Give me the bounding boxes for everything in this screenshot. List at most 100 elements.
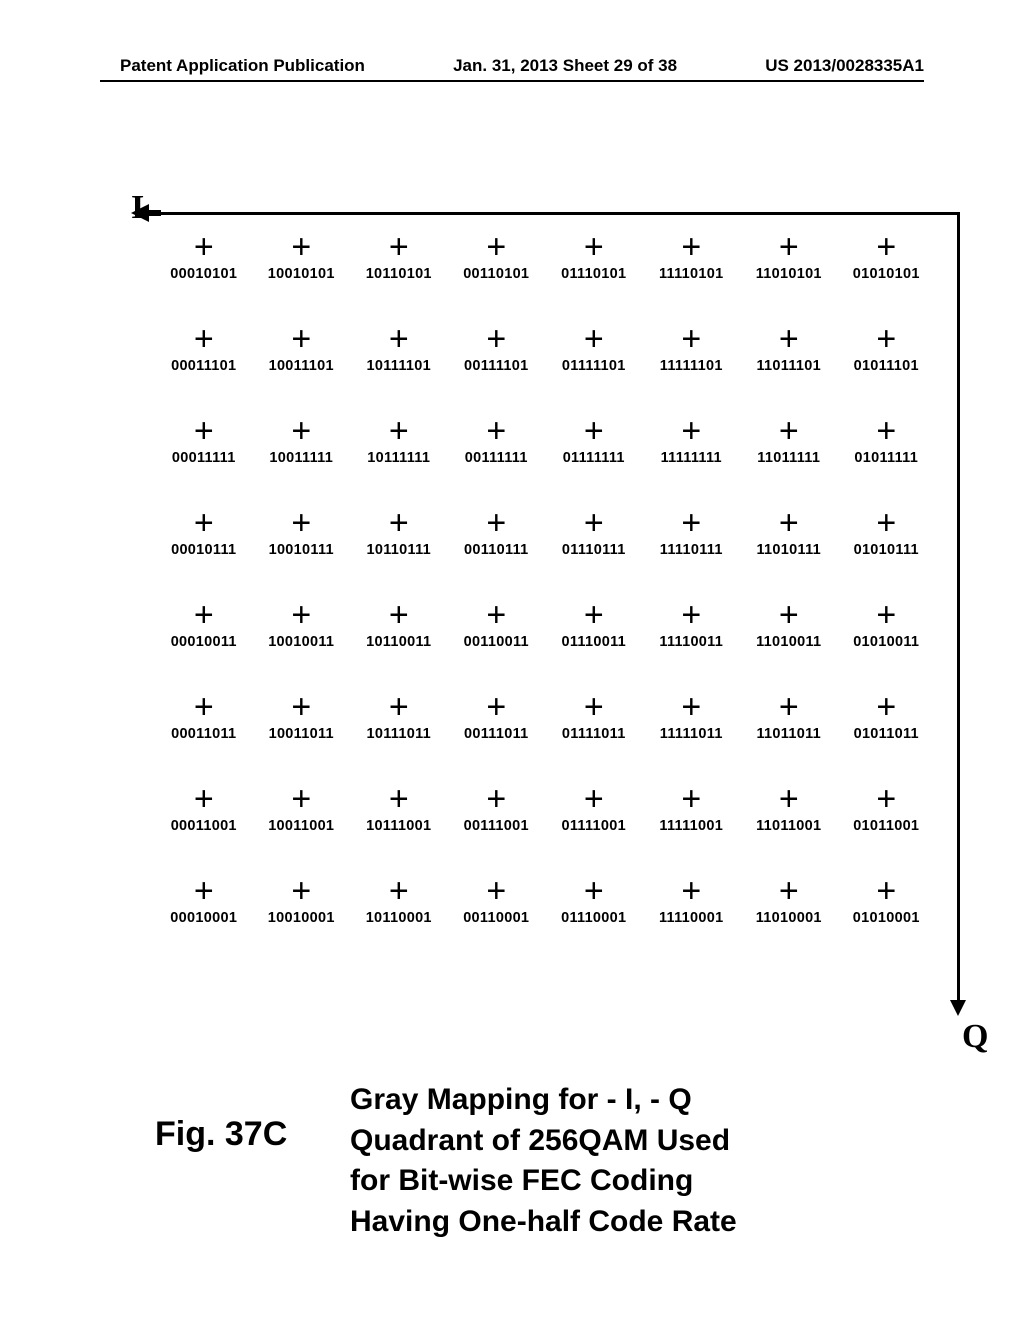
constellation-code: 01011011 [838, 726, 936, 742]
constellation-code: 01110101 [545, 266, 643, 282]
constellation-code: 11111001 [643, 818, 741, 834]
plus-marker-icon: + [545, 782, 643, 816]
constellation-code: 11111101 [643, 358, 741, 374]
constellation-code: 00010111 [155, 542, 253, 558]
constellation-code: 00110011 [448, 634, 546, 650]
plus-marker-icon: + [545, 230, 643, 264]
constellation-code: 11111111 [643, 450, 741, 466]
plus-marker-icon: + [643, 230, 741, 264]
table-row: +00011101+10011101+10111101+00111101+011… [155, 322, 935, 414]
table-row: +00010011+10010011+10110011+00110011+011… [155, 598, 935, 690]
constellation-code: 00111011 [448, 726, 546, 742]
constellation-point: +01111111 [545, 414, 643, 506]
plus-marker-icon: + [448, 782, 546, 816]
plus-marker-icon: + [545, 322, 643, 356]
constellation-point: +00011101 [155, 322, 253, 414]
constellation-point: +11010011 [740, 598, 838, 690]
constellation-point: +01011011 [838, 690, 936, 782]
constellation-point: +11111111 [643, 414, 741, 506]
constellation-code: 01011111 [838, 450, 936, 466]
plus-marker-icon: + [545, 414, 643, 448]
constellation-point: +10010111 [253, 506, 351, 598]
constellation-point: +11011011 [740, 690, 838, 782]
plus-marker-icon: + [155, 598, 253, 632]
constellation-point: +10011001 [253, 782, 351, 874]
constellation-code: 11010111 [740, 542, 838, 558]
constellation-code: 10110111 [350, 542, 448, 558]
constellation-code: 00110101 [448, 266, 546, 282]
constellation-code: 01010101 [838, 266, 936, 282]
header-rule [100, 80, 924, 82]
constellation-point: +01110101 [545, 230, 643, 322]
constellation-point: +00010101 [155, 230, 253, 322]
frame-top-line [160, 212, 960, 215]
frame-right-line [957, 212, 960, 1002]
constellation-code: 00010001 [155, 910, 253, 926]
constellation-point: +00110001 [448, 874, 546, 966]
constellation-point: +11011001 [740, 782, 838, 874]
constellation-code: 11110111 [643, 542, 741, 558]
constellation-point: +11110011 [643, 598, 741, 690]
plus-marker-icon: + [155, 230, 253, 264]
constellation-code: 10110011 [350, 634, 448, 650]
table-row: +00010001+10010001+10110001+00110001+011… [155, 874, 935, 966]
plus-marker-icon: + [545, 874, 643, 908]
constellation-point: +11010001 [740, 874, 838, 966]
constellation-point: +00111111 [448, 414, 546, 506]
plus-marker-icon: + [448, 322, 546, 356]
plus-marker-icon: + [155, 874, 253, 908]
figure-number: Fig. 37C [155, 1115, 287, 1154]
constellation-code: 11011011 [740, 726, 838, 742]
plus-marker-icon: + [448, 874, 546, 908]
constellation-code: 01110111 [545, 542, 643, 558]
table-row: +00010101+10010101+10110101+00110101+011… [155, 230, 935, 322]
constellation-point: +11010111 [740, 506, 838, 598]
constellation-point: +10011011 [253, 690, 351, 782]
constellation-point: +11110101 [643, 230, 741, 322]
constellation-point: +01111101 [545, 322, 643, 414]
constellation-code: 01011101 [838, 358, 936, 374]
constellation-code: 00010101 [155, 266, 253, 282]
constellation-code: 11010011 [740, 634, 838, 650]
constellation-point: +11110111 [643, 506, 741, 598]
constellation-code: 01110011 [545, 634, 643, 650]
constellation-point: +10011111 [253, 414, 351, 506]
plus-marker-icon: + [350, 322, 448, 356]
caption-text: Gray Mapping for - I, - Q Quadrant of 25… [350, 1080, 737, 1242]
plus-marker-icon: + [448, 414, 546, 448]
plus-marker-icon: + [838, 598, 936, 632]
constellation-code: 10011101 [253, 358, 351, 374]
constellation-code: 01010111 [838, 542, 936, 558]
constellation-point: +01111001 [545, 782, 643, 874]
plus-marker-icon: + [253, 782, 351, 816]
plus-marker-icon: + [253, 414, 351, 448]
constellation-code: 01111011 [545, 726, 643, 742]
plus-marker-icon: + [740, 874, 838, 908]
plus-marker-icon: + [155, 690, 253, 724]
plus-marker-icon: + [350, 782, 448, 816]
constellation-point: +00011001 [155, 782, 253, 874]
plus-marker-icon: + [155, 414, 253, 448]
constellation-code: 10010011 [253, 634, 351, 650]
table-row: +00011001+10011001+10111001+00111001+011… [155, 782, 935, 874]
constellation-code: 01010011 [838, 634, 936, 650]
plus-marker-icon: + [643, 322, 741, 356]
plus-marker-icon: + [838, 322, 936, 356]
plus-marker-icon: + [350, 230, 448, 264]
constellation-code: 10010101 [253, 266, 351, 282]
constellation-point: +01110001 [545, 874, 643, 966]
plus-marker-icon: + [545, 598, 643, 632]
plus-marker-icon: + [740, 230, 838, 264]
table-row: +00011111+10011111+10111111+00111111+011… [155, 414, 935, 506]
table-row: +00010111+10010111+10110111+00110111+011… [155, 506, 935, 598]
plus-marker-icon: + [740, 690, 838, 724]
constellation-code: 11110101 [643, 266, 741, 282]
constellation-code: 10011111 [253, 450, 351, 466]
q-axis-arrowhead-icon [950, 1000, 966, 1016]
constellation-code: 00011011 [155, 726, 253, 742]
plus-marker-icon: + [838, 690, 936, 724]
constellation-point: +00010001 [155, 874, 253, 966]
constellation-code: 01111101 [545, 358, 643, 374]
plus-marker-icon: + [838, 874, 936, 908]
constellation-point: +00010111 [155, 506, 253, 598]
